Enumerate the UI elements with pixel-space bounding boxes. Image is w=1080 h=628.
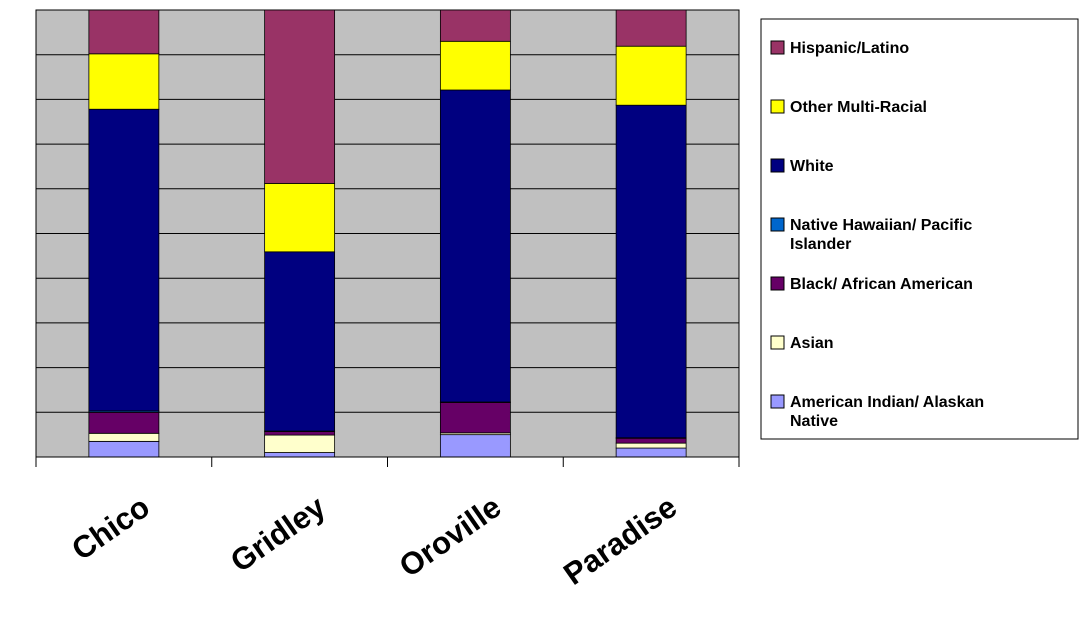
legend-label-white: White — [790, 158, 834, 175]
legend-swatch-hispanic-latino — [770, 40, 785, 55]
bar-segment-paradise-white — [615, 104, 687, 439]
legend-swatch-native-hawaiian-pacific-islander — [770, 217, 785, 232]
bar-segment-chico-american-indian-alaskan-native — [88, 440, 160, 458]
legend-label-other-multi-racial: Other Multi-Racial — [790, 99, 927, 116]
bar-segment-chico-other-multi-racial — [88, 53, 160, 110]
legend-label-american-indian-alaskan-native: American Indian/ Alaskan Native — [790, 394, 984, 430]
bar-segment-paradise-asian — [615, 442, 687, 449]
legend-swatch-other-multi-racial — [770, 99, 785, 114]
bar-segment-oroville-american-indian-alaskan-native — [439, 434, 511, 458]
bar-segment-oroville-hispanic-latino — [439, 9, 511, 42]
bar-segment-gridley-other-multi-racial — [264, 183, 336, 253]
x-tick-label: Gridley — [224, 489, 332, 579]
legend: Hispanic/Latino Other Multi-Racial White Na… — [760, 18, 1079, 440]
bar-segment-chico-hispanic-latino — [88, 9, 160, 55]
bar-segment-chico-black-african-american — [88, 411, 160, 434]
legend-swatch-black-african-american — [770, 276, 785, 291]
bar-segment-paradise-hispanic-latino — [615, 9, 687, 47]
legend-label-native-hawaiian-pacific-islander: Native Hawaiian/ Pacific Islander — [790, 217, 972, 253]
bar-segment-paradise-other-multi-racial — [615, 45, 687, 106]
bar-segment-paradise-black-african-american — [615, 437, 687, 444]
bar-segment-paradise-american-indian-alaskan-native — [615, 447, 687, 458]
bar-segment-chico-white — [88, 108, 160, 412]
bar-segment-gridley-hispanic-latino — [264, 9, 336, 184]
legend-box — [760, 18, 1079, 440]
legend-swatch-american-indian-alaskan-native — [770, 394, 785, 409]
legend-label-black-african-american: Black/ African American — [790, 276, 973, 293]
x-axis: Chico Gridley Oroville Paradise — [35, 456, 740, 592]
bar-segment-oroville-black-african-american — [439, 402, 511, 434]
legend-label-asian: Asian — [790, 335, 834, 352]
x-tick-label: Chico — [65, 489, 156, 567]
legend-label-hispanic-latino: Hispanic/Latino — [790, 40, 909, 57]
legend-swatch-white — [770, 158, 785, 173]
x-tick-label: Paradise — [557, 489, 683, 592]
bar-segment-oroville-white — [439, 89, 511, 403]
bar-segment-gridley-black-african-american — [264, 431, 336, 436]
bar-segment-gridley-asian — [264, 434, 336, 453]
x-tick-label: Oroville — [393, 489, 508, 584]
bar-segment-oroville-other-multi-racial — [439, 40, 511, 91]
bar-segment-chico-asian — [88, 432, 160, 442]
legend-swatch-asian — [770, 335, 785, 350]
bar-segment-gridley-american-indian-alaskan-native — [264, 452, 336, 458]
bars — [88, 9, 687, 458]
bar-segment-gridley-white — [264, 251, 336, 432]
